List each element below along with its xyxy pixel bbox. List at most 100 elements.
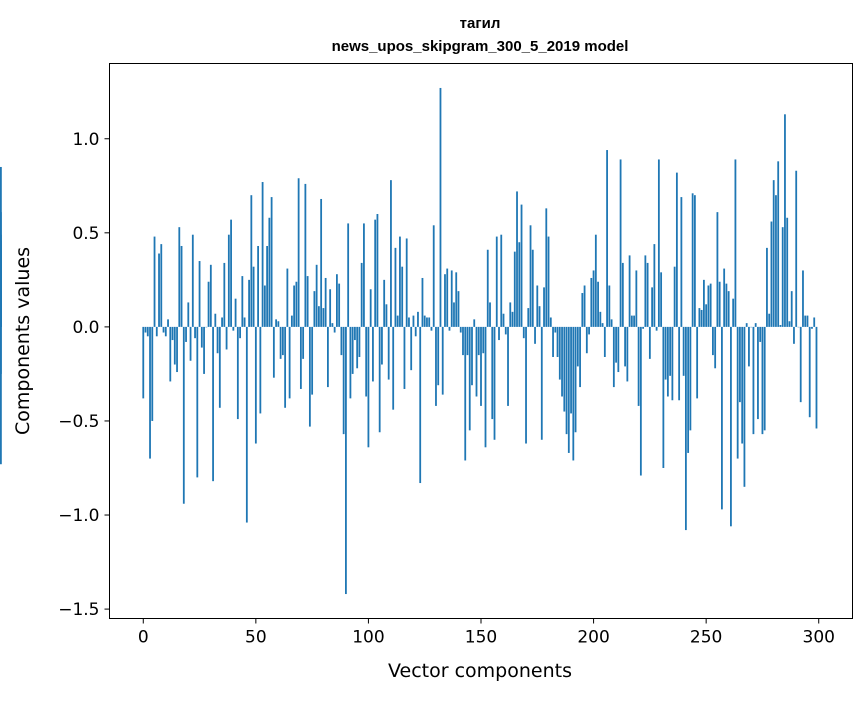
bar (809, 327, 811, 417)
bar (676, 173, 678, 327)
bar (802, 270, 804, 326)
bar (379, 327, 381, 432)
bar (615, 327, 617, 363)
bar (766, 248, 768, 327)
bar (480, 327, 482, 406)
bar (302, 327, 304, 359)
bar (635, 270, 637, 326)
y-tick-label: 0.5 (72, 224, 99, 244)
bar (748, 327, 750, 367)
bar (156, 327, 158, 336)
bar (714, 327, 716, 368)
bar (424, 316, 426, 327)
bar (298, 178, 300, 327)
bar (579, 327, 581, 387)
bar (552, 327, 554, 357)
bar (453, 302, 455, 326)
bar (575, 327, 577, 432)
bar (392, 327, 394, 410)
bar (167, 319, 169, 327)
bar (187, 302, 189, 326)
bar (593, 270, 595, 326)
bar (446, 269, 448, 327)
bar (509, 302, 511, 326)
bar (428, 317, 430, 326)
x-tick-label: 50 (245, 628, 267, 648)
bar (638, 327, 640, 406)
bar (377, 214, 379, 327)
x-tick-label: 0 (138, 628, 149, 648)
bar (289, 327, 291, 398)
bar (390, 180, 392, 327)
bar (192, 235, 194, 327)
bar (273, 327, 275, 378)
bar (617, 327, 619, 372)
bar (149, 327, 151, 459)
bar (435, 327, 437, 406)
bar (701, 310, 703, 327)
bar (275, 319, 277, 327)
bar (318, 306, 320, 327)
bar (230, 220, 232, 327)
bar (388, 327, 390, 380)
bar (482, 327, 484, 353)
bar (674, 267, 676, 327)
bar (791, 291, 793, 327)
bar (381, 327, 383, 365)
y-tick-label: −1.5 (58, 600, 99, 620)
bar (527, 308, 529, 327)
bar (678, 327, 680, 400)
bar (577, 327, 579, 367)
bar (327, 327, 329, 387)
bar (570, 327, 572, 414)
bar (223, 263, 225, 327)
bar (458, 291, 460, 327)
bar (419, 327, 421, 483)
y-axis-label: Components values (12, 247, 34, 435)
bar (764, 327, 766, 430)
bar (241, 276, 243, 327)
bar (656, 327, 658, 331)
bar (602, 323, 604, 327)
bar (699, 308, 701, 327)
bar (444, 274, 446, 327)
bar (543, 287, 545, 327)
bar (422, 278, 424, 327)
bar (352, 327, 354, 374)
bar (703, 280, 705, 327)
bar (320, 199, 322, 327)
bar (496, 237, 498, 327)
bar (530, 225, 532, 327)
bar (804, 316, 806, 327)
bar (408, 317, 410, 326)
bar (746, 323, 748, 327)
bar (268, 218, 270, 327)
bar (313, 291, 315, 327)
bar (671, 327, 673, 400)
bar (160, 244, 162, 327)
bar (561, 327, 563, 397)
bar (478, 327, 480, 355)
bar (539, 306, 541, 327)
bar (293, 286, 295, 327)
bar (0, 327, 2, 464)
bar (487, 250, 489, 327)
bar (658, 159, 660, 326)
bar (568, 327, 570, 453)
bar (426, 317, 428, 326)
bar (726, 284, 728, 327)
bar (291, 316, 293, 327)
bar (190, 327, 192, 361)
bar (811, 327, 813, 329)
bar (807, 316, 809, 327)
bar (329, 289, 331, 327)
bar (221, 317, 223, 326)
bar (680, 197, 682, 327)
bar (732, 299, 734, 327)
bar (304, 184, 306, 327)
bar (172, 327, 174, 340)
bar (744, 327, 746, 487)
bar (169, 327, 171, 382)
bar (442, 327, 444, 395)
bar (696, 327, 698, 398)
